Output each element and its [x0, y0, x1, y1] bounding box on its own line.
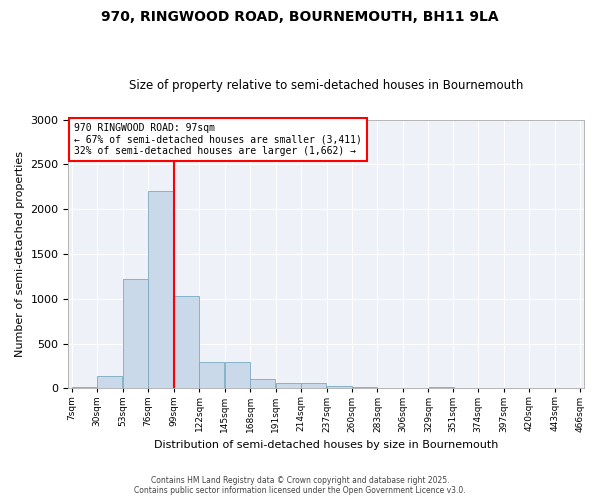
Text: 970, RINGWOOD ROAD, BOURNEMOUTH, BH11 9LA: 970, RINGWOOD ROAD, BOURNEMOUTH, BH11 9L… — [101, 10, 499, 24]
Text: 970 RINGWOOD ROAD: 97sqm
← 67% of semi-detached houses are smaller (3,411)
32% o: 970 RINGWOOD ROAD: 97sqm ← 67% of semi-d… — [74, 123, 362, 156]
Bar — [327, 386, 352, 388]
Bar — [148, 191, 173, 388]
Bar — [97, 376, 122, 388]
X-axis label: Distribution of semi-detached houses by size in Bournemouth: Distribution of semi-detached houses by … — [154, 440, 498, 450]
Bar — [225, 362, 250, 388]
Bar — [301, 384, 326, 388]
Bar — [72, 386, 97, 388]
Title: Size of property relative to semi-detached houses in Bournemouth: Size of property relative to semi-detach… — [129, 79, 523, 92]
Bar — [428, 386, 454, 388]
Bar — [250, 380, 275, 388]
Bar — [123, 279, 148, 388]
Bar — [199, 362, 224, 388]
Bar — [174, 296, 199, 388]
Bar — [276, 384, 301, 388]
Y-axis label: Number of semi-detached properties: Number of semi-detached properties — [15, 151, 25, 357]
Bar — [352, 386, 377, 388]
Text: Contains HM Land Registry data © Crown copyright and database right 2025.
Contai: Contains HM Land Registry data © Crown c… — [134, 476, 466, 495]
